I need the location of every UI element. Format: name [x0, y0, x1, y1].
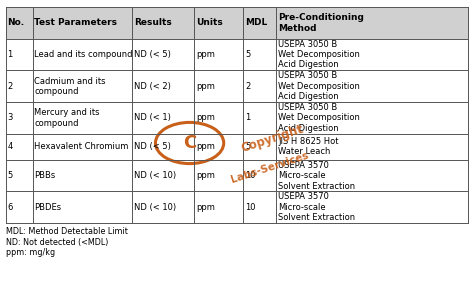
- Bar: [6, 191, 468, 223]
- Text: ND (< 10): ND (< 10): [134, 203, 176, 212]
- Text: Results: Results: [134, 19, 172, 27]
- Text: Lead and its compound: Lead and its compound: [35, 50, 133, 59]
- Text: 6: 6: [8, 203, 13, 212]
- Text: ppm: ppm: [196, 50, 215, 59]
- Text: MDL: Method Detectable Limit
ND: Not detected (<MDL)
ppm: mg/kg: MDL: Method Detectable Limit ND: Not det…: [6, 227, 128, 257]
- Text: Labs-Services: Labs-Services: [230, 150, 310, 185]
- Text: ND (< 1): ND (< 1): [134, 113, 171, 122]
- Text: 1: 1: [245, 113, 250, 122]
- Text: ppm: ppm: [196, 203, 215, 212]
- Text: Test Parameters: Test Parameters: [35, 19, 118, 27]
- Text: USEPA 3050 B
Wet Decomposition
Acid Digestion: USEPA 3050 B Wet Decomposition Acid Dige…: [278, 71, 360, 101]
- Text: ppm: ppm: [196, 82, 215, 91]
- Text: Hexavalent Chromium: Hexavalent Chromium: [35, 142, 129, 151]
- Text: ppm: ppm: [196, 113, 215, 122]
- Bar: [6, 7, 468, 39]
- Text: 4: 4: [8, 142, 13, 151]
- Text: USEPA 3570
Micro-scale
Solvent Extraction: USEPA 3570 Micro-scale Solvent Extractio…: [278, 161, 356, 190]
- Bar: [6, 39, 468, 70]
- Text: USEPA 3570
Micro-scale
Solvent Extraction: USEPA 3570 Micro-scale Solvent Extractio…: [278, 192, 356, 222]
- Text: 1: 1: [8, 50, 13, 59]
- Text: 5: 5: [8, 171, 13, 180]
- Bar: [6, 102, 468, 134]
- Text: ND (< 10): ND (< 10): [134, 171, 176, 180]
- Bar: [6, 160, 468, 191]
- Text: Units: Units: [196, 19, 223, 27]
- Text: PBDEs: PBDEs: [35, 203, 62, 212]
- Text: Mercury and its
compound: Mercury and its compound: [35, 108, 100, 128]
- Text: Cadmium and its
compound: Cadmium and its compound: [35, 77, 106, 96]
- Text: Copyright: Copyright: [239, 122, 305, 155]
- Text: No.: No.: [8, 19, 25, 27]
- Text: ND (< 2): ND (< 2): [134, 82, 171, 91]
- Bar: [6, 70, 468, 102]
- Text: ppm: ppm: [196, 171, 215, 180]
- Text: C: C: [183, 134, 196, 152]
- Text: USEPA 3050 B
Wet Decomposition
Acid Digestion: USEPA 3050 B Wet Decomposition Acid Dige…: [278, 40, 360, 69]
- Text: ND (< 5): ND (< 5): [134, 50, 171, 59]
- Text: PBBs: PBBs: [35, 171, 55, 180]
- Text: ppm: ppm: [196, 142, 215, 151]
- Text: MDL: MDL: [245, 19, 267, 27]
- Text: ND (< 5): ND (< 5): [134, 142, 171, 151]
- Text: 3: 3: [8, 113, 13, 122]
- Bar: [6, 134, 468, 160]
- Text: 5: 5: [245, 50, 250, 59]
- Text: USEPA 3050 B
Wet Decomposition
Acid Digestion: USEPA 3050 B Wet Decomposition Acid Dige…: [278, 103, 360, 133]
- Text: 10: 10: [245, 171, 255, 180]
- Text: 2: 2: [245, 82, 250, 91]
- Text: Pre-Conditioning
Method: Pre-Conditioning Method: [278, 13, 364, 33]
- Text: JIS H 8625 Hot
Water Leach: JIS H 8625 Hot Water Leach: [278, 137, 339, 156]
- Text: 10: 10: [245, 203, 255, 212]
- Text: 2: 2: [8, 82, 13, 91]
- Text: 5: 5: [245, 142, 250, 151]
